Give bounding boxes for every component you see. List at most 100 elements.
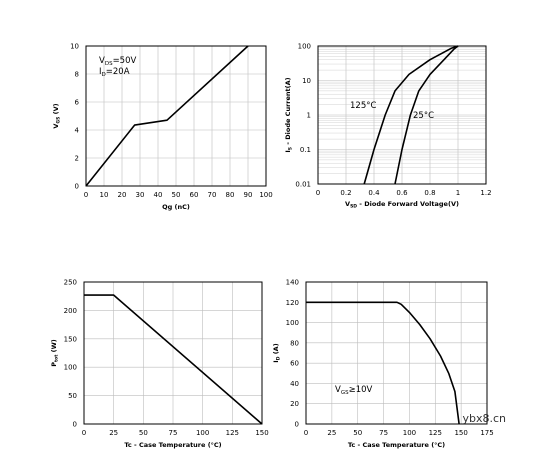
fig9-ytick-label: 250 [64,279,77,287]
fig9-xtick-label: 100 [196,429,209,437]
fig8-xtick-label: 0.6 [396,189,408,197]
fig10-y-axis-label: ID (A) [272,343,282,362]
fig7-xtick-label: 40 [154,191,163,199]
fig7-annotation-0: VDS=50V [99,56,137,67]
fig10-xtick-label: 50 [353,429,362,437]
fig10-ylabel-main: I [272,360,280,362]
fig7-series-line-0 [85,45,249,187]
fig8-series-line-1 [394,45,459,185]
fig8-ytick-label: 0.1 [300,146,311,154]
fig7-plot-frame [85,45,267,187]
fig9-ylabel-main: P [50,362,58,367]
fig8-ylabel-rest: - Diode Current(A) [284,77,292,147]
fig8-xlabel-rest: - Diode Forward Voltage(V) [357,200,459,208]
fig9-series-line-0 [84,294,263,425]
fig9-xtick-label: 0 [82,429,86,437]
fig10-xtick-label: 175 [480,429,493,437]
fig10-ylabel-rest: (A) [272,343,280,356]
fig9-y-axis-label: Ptot (W) [50,339,60,367]
fig7-ylabel-main: V [52,124,60,129]
fig9-xtick-label: 125 [226,429,239,437]
fig9-ytick-label: 100 [64,364,77,372]
fig10-xtick-label: 0 [304,429,308,437]
fig10-annotation-rest: ≥10V [349,385,373,395]
fig9-power-dissipation-chart: 0 25 50 75 100 125 150 0 50 100 150 200 250 Tc - Case… [50,279,269,450]
fig7-xtick-label: 80 [226,191,235,199]
fig9-x-axis-label: Tc - Case Temperature (°C) [124,441,221,449]
fig8-xtick-label: 0 [316,189,320,197]
fig7-gate-charge-chart: 0 10 20 30 40 50 60 70 80 90 100 0 2 4 6 8 10 Qg (nC) VGS … [52,43,273,212]
fig9-xtick-label: 25 [109,429,118,437]
fig10-ytick-label: 20 [290,400,299,408]
fig8-plot-frame [317,45,487,185]
fig8-ytick-label: 100 [298,43,311,51]
fig7-xtick-label: 10 [100,191,109,199]
fig8-series-label-0: 125°C [350,101,376,111]
fig10-xtick-label: 150 [454,429,467,437]
fig7-ylabel-sub: GS [56,117,62,124]
fig7-ytick-label: 8 [75,71,79,79]
fig8-series-line-0 [363,45,459,185]
fig10-ytick-label: 80 [290,339,299,347]
fig7-annotation-main: V [99,56,105,66]
watermark-text: ybx8.cn [462,412,506,425]
fig7-xtick-label: 100 [259,191,272,199]
fig9-ytick-label: 200 [64,307,77,315]
fig7-annotation-rest: =20A [106,67,130,77]
fig10-xtick-label: 125 [429,429,442,437]
fig7-ytick-label: 0 [75,183,79,191]
fig7-xtick-label: 0 [84,191,88,199]
fig10-drain-current-derating-chart: 0 25 50 75 100 125 150 175 0 20 40 60 80 100 120 140 Tc … [272,279,494,450]
fig9-ytick-label: 150 [64,335,77,343]
fig9-xtick-label: 150 [255,429,268,437]
fig8-ytick-label: 1 [307,112,311,120]
fig10-series-line-0 [306,301,460,425]
fig7-annotation-1: ID=20A [99,67,130,78]
fig7-ytick-label: 2 [75,155,79,163]
fig9-xtick-label: 50 [139,429,148,437]
fig8-xtick-label: 0.8 [424,189,435,197]
fig10-xtick-label: 100 [403,429,416,437]
fig10-ytick-label: 100 [286,319,299,327]
fig10-annotation-sub: GS [341,390,349,396]
fig7-xtick-label: 50 [172,191,181,199]
fig8-xtick-label: 1.2 [480,189,491,197]
fig9-plot-frame [83,281,263,425]
fig8-xtick-label: 0.2 [340,189,351,197]
fig8-body-diode-chart: 0 0.2 0.4 0.6 0.8 1 1.2 0.01 0.1 1 10 100 VSD - Diod… [284,43,492,210]
fig7-xtick-label: 30 [136,191,145,199]
fig9-ytick-label: 50 [68,392,77,400]
fig7-xtick-label: 70 [208,191,217,199]
fig10-xtick-label: 75 [379,429,388,437]
fig10-plot-frame [305,281,488,425]
fig10-annotation-main: V [335,385,341,395]
fig7-ylabel-rest: (V) [52,103,60,116]
fig8-ytick-label: 10 [302,77,311,85]
fig8-xlabel-main: V [345,200,350,208]
fig7-ytick-label: 4 [75,127,80,135]
fig8-xtick-label: 0.4 [368,189,380,197]
fig7-x-axis-label: Qg (nC) [162,203,190,211]
fig7-annotation-sub: D [102,72,106,78]
fig10-ytick-label: 0 [295,421,299,429]
fig10-ytick-label: 40 [290,380,299,388]
fig8-xtick-label: 1 [456,189,460,197]
fig7-annotation-sub: DS [105,61,113,67]
fig7-xtick-label: 60 [190,191,199,199]
fig9-ytick-label: 0 [73,421,77,429]
fig10-ytick-label: 120 [286,299,299,307]
fig10-x-axis-label: Tc - Case Temperature (°C) [348,441,445,449]
fig8-xlabel-sub: SD [350,204,357,210]
fig8-y-axis-label: IS - Diode Current(A) [284,77,294,152]
fig7-annotation-rest: =50V [113,56,137,66]
fig7-ytick-label: 6 [75,99,80,107]
fig10-ylabel-sub: D [276,356,282,360]
fig9-ylabel-rest: (W) [50,339,58,354]
fig9-xtick-label: 75 [169,429,178,437]
fig8-x-axis-label: VSD - Diode Forward Voltage(V) [345,200,459,210]
fig9-ylabel-sub: tot [54,354,60,362]
fig10-annotation: VGS≥10V [335,385,373,396]
fig7-xtick-label: 90 [244,191,253,199]
fig8-series-label-1: 25°C [413,111,434,121]
